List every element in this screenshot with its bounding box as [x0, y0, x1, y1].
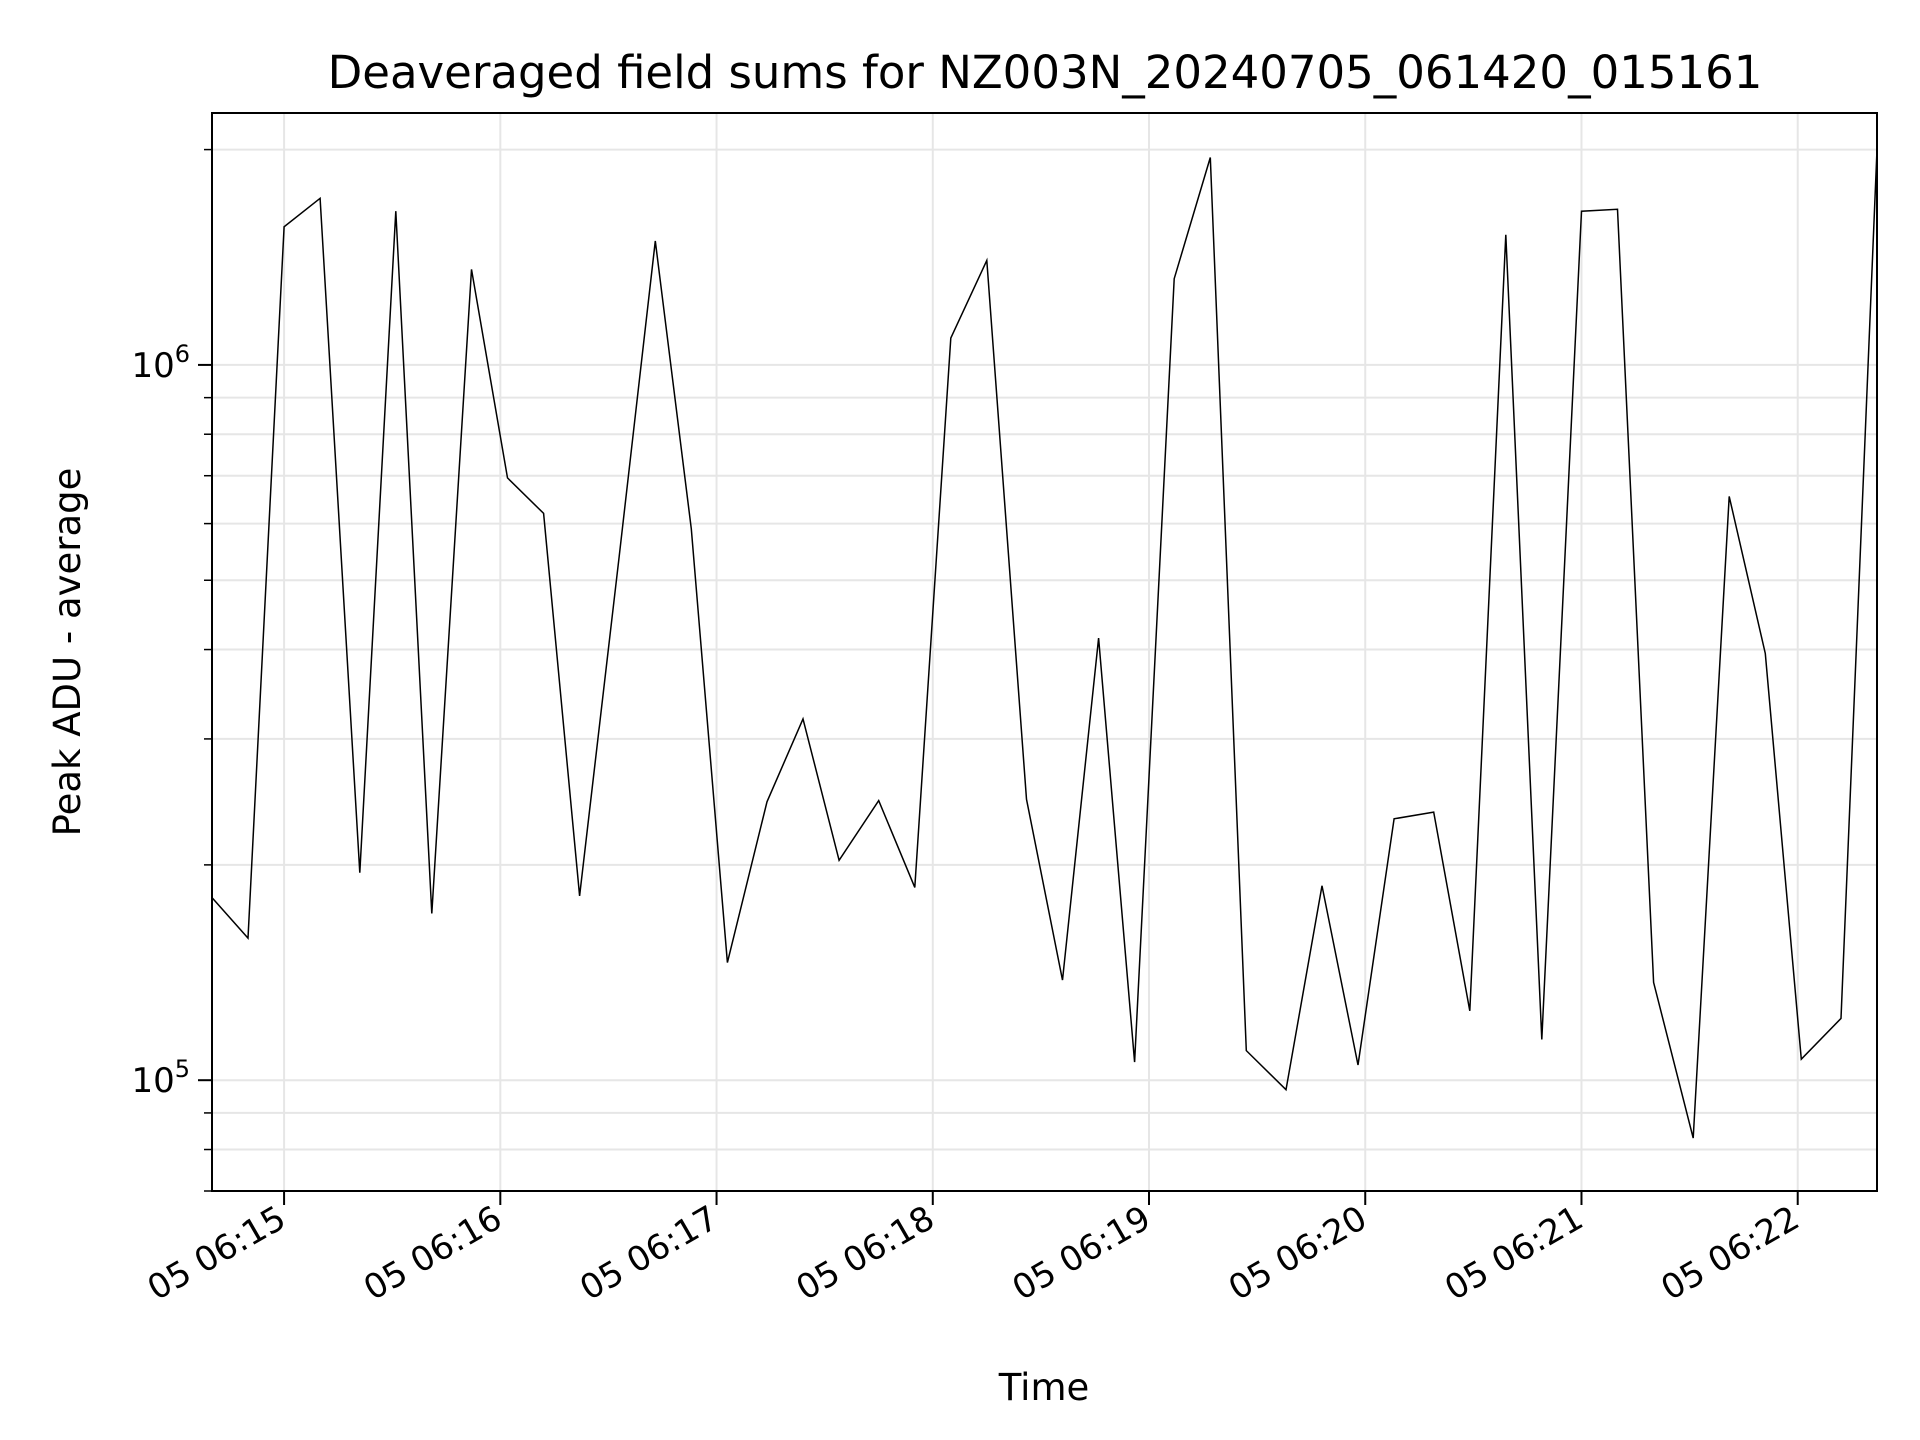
grid — [212, 113, 1877, 1192]
y-axis-label: Peak ADU - average — [46, 468, 89, 837]
x-axis-label: Time — [998, 1366, 1090, 1409]
plot-frame — [211, 112, 1878, 1192]
chart-title: Deaveraged field sums for NZ003N_2024070… — [328, 46, 1763, 99]
y-tick-label: 105 — [131, 1055, 190, 1101]
series — [211, 149, 1878, 1139]
y-tick-label: 106 — [131, 340, 190, 386]
series-line-0 — [211, 149, 1878, 1139]
